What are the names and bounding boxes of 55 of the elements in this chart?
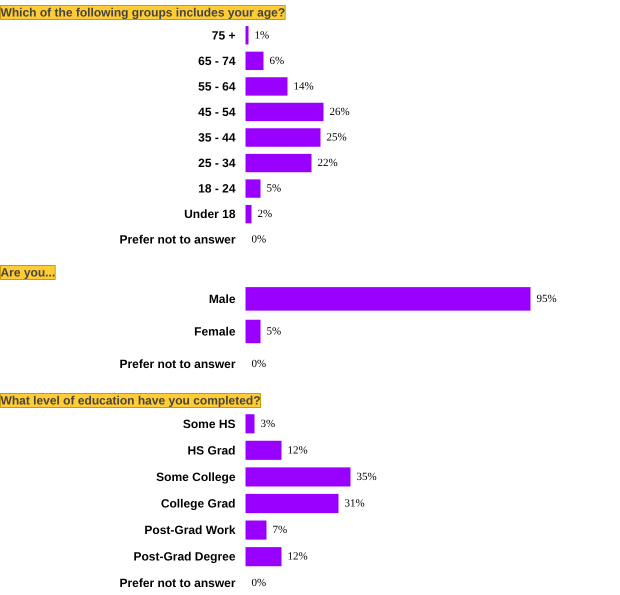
- y-tick-label: Post-Grad Degree: [133, 550, 236, 564]
- bar: [246, 77, 288, 96]
- bar: [246, 520, 266, 540]
- y-tick-label: Some College: [156, 470, 236, 484]
- y-tick-label: Female: [194, 324, 236, 338]
- text: Are you...: [0, 266, 56, 280]
- y-tick-label: Prefer not to answer: [119, 232, 236, 247]
- bar: [246, 52, 264, 70]
- y-tick-label: Post-Grad Work: [144, 523, 236, 538]
- y-tick-label: Prefer not to answer: [119, 576, 236, 590]
- bar: [246, 102, 324, 122]
- y-tick-label: 45 - 54: [198, 104, 236, 119]
- y-tick-label: 75 +: [212, 28, 236, 42]
- bar: [246, 467, 350, 486]
- bar: [246, 494, 338, 514]
- data-label: 5%: [266, 182, 282, 195]
- bar: [246, 547, 282, 566]
- y-tick-label: Prefer not to answer: [119, 357, 236, 372]
- y-tick-label: College Grad: [160, 496, 236, 510]
- y-tick-label: 18 - 24: [198, 182, 236, 196]
- data-label: 12%: [288, 550, 308, 563]
- bar: [246, 179, 260, 198]
- data-label: 3%: [260, 418, 276, 430]
- data-label: 6%: [270, 54, 284, 67]
- bar: [246, 204, 252, 224]
- data-label: 5%: [266, 326, 282, 338]
- y-tick-label: Male: [208, 292, 236, 306]
- y-tick-label: 55 - 64: [198, 79, 236, 94]
- data-label: 0%: [252, 234, 266, 246]
- data-label: 25%: [326, 132, 347, 144]
- bar: [246, 154, 312, 172]
- text: Which of the following groups includes your age?: [0, 6, 286, 20]
- data-label: 2%: [258, 208, 272, 220]
- data-label: 22%: [318, 157, 338, 170]
- data-label: 0%: [252, 577, 266, 590]
- bar: [246, 440, 282, 460]
- y-tick-label: 35 - 44: [198, 130, 236, 144]
- y-tick-label: Some HS: [182, 416, 236, 431]
- data-label: 31%: [344, 498, 365, 510]
- data-label: 7%: [272, 524, 288, 536]
- data-label: 35%: [356, 470, 377, 483]
- data-label: 14%: [294, 80, 314, 92]
- y-tick-label: HS Grad: [187, 443, 236, 458]
- y-tick-label: 65 - 74: [198, 54, 236, 68]
- data-label: 1%: [254, 29, 270, 42]
- data-label: 95%: [536, 292, 557, 305]
- bar: [246, 26, 248, 44]
- data-label: 0%: [252, 358, 266, 370]
- y-tick-label: Under 18: [184, 207, 236, 222]
- text: What level of education have you completed?: [0, 394, 261, 408]
- data-label: 12%: [288, 444, 308, 456]
- data-label: 26%: [330, 106, 350, 118]
- y-tick-label: 25 - 34: [198, 156, 236, 170]
- bar: [246, 128, 320, 147]
- bar: [246, 414, 254, 434]
